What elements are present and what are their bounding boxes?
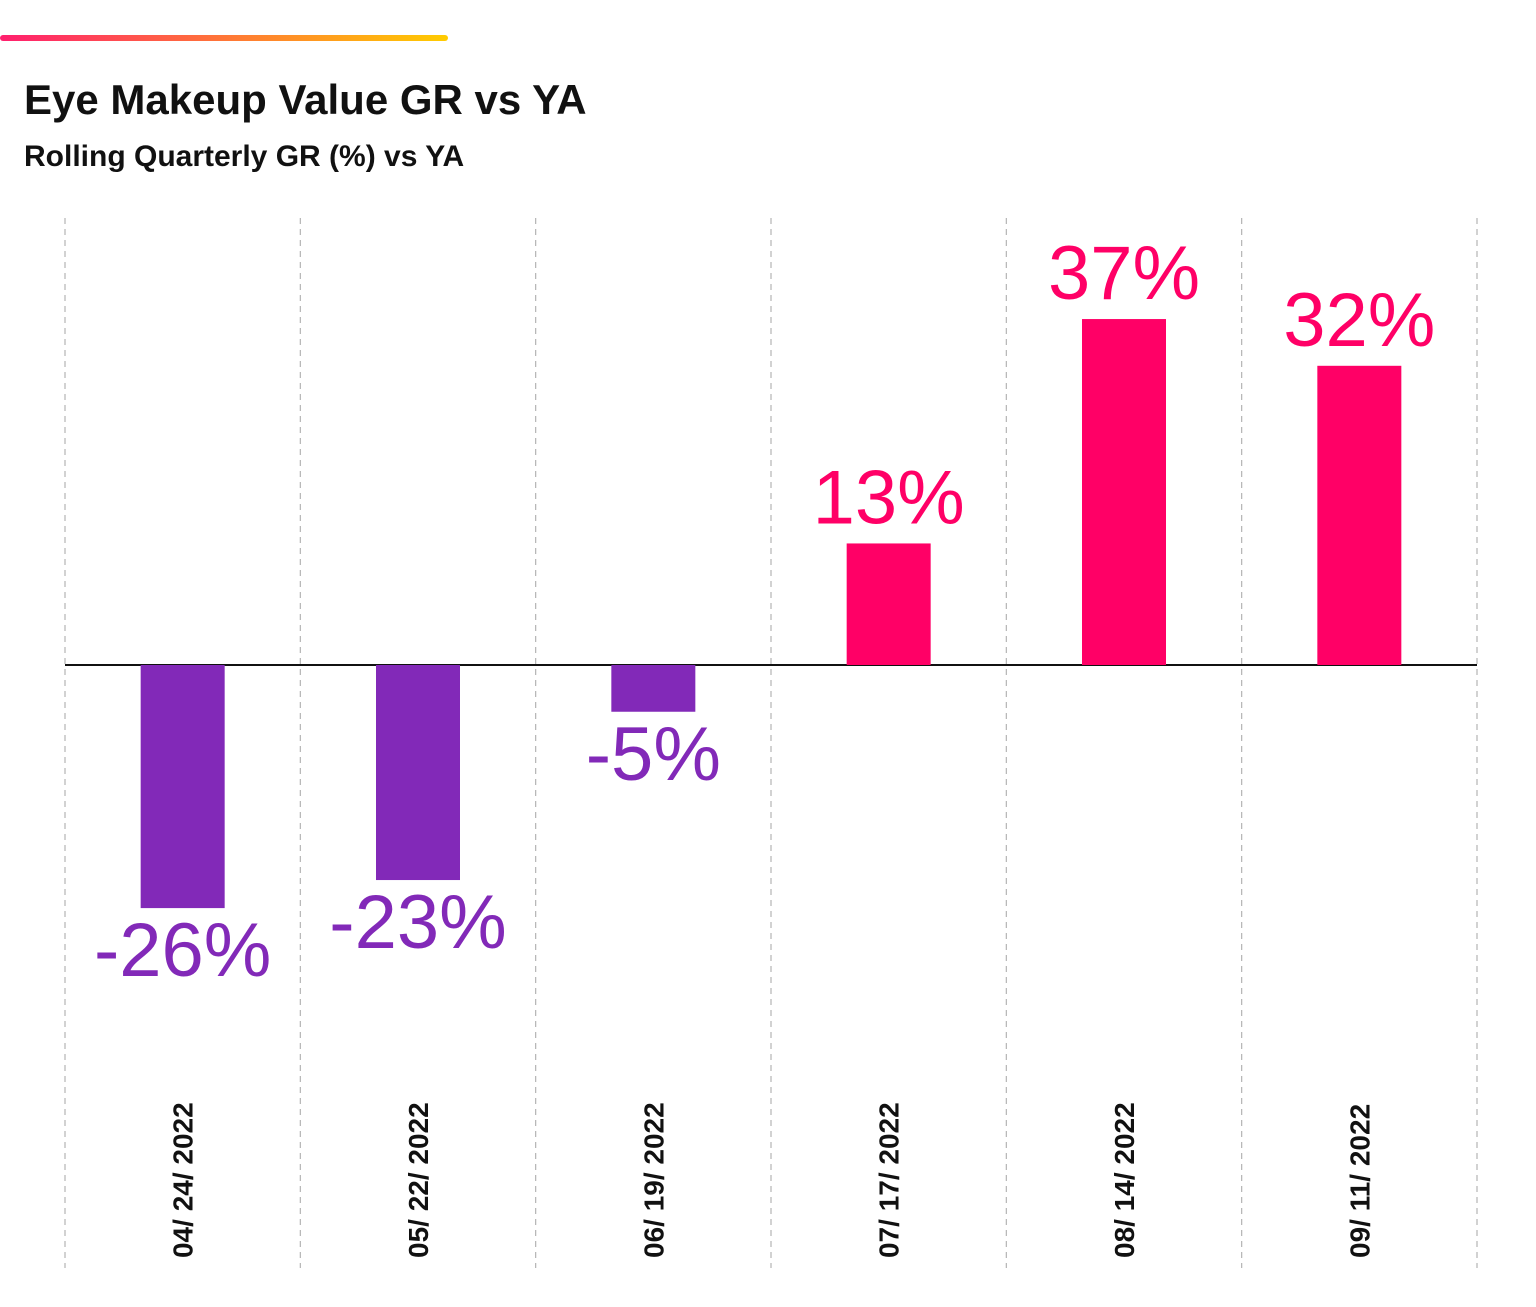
data-label: 32%	[1283, 278, 1435, 363]
data-label: -23%	[329, 880, 506, 965]
bar	[1082, 319, 1166, 665]
bar-layer	[140, 319, 1402, 909]
x-tick-label: 08/ 14/ 2022	[1109, 1102, 1140, 1258]
x-tick-label: 04/ 24/ 2022	[168, 1102, 199, 1258]
x-tick-label: 09/ 11/ 2022	[1344, 1104, 1375, 1258]
data-label-layer: -26% -23% -5% 13% 37% 32%	[94, 231, 1435, 993]
data-label: -5%	[586, 712, 721, 797]
grid-layer	[64, 218, 1478, 1268]
data-label: 13%	[813, 455, 965, 540]
accent-line	[0, 35, 448, 41]
x-tick-label: 07/ 17/ 2022	[874, 1102, 905, 1258]
bar	[376, 665, 460, 881]
x-tick-label: 06/ 19/ 2022	[638, 1102, 669, 1258]
chart-subtitle: Rolling Quarterly GR (%) vs YA	[24, 140, 465, 173]
x-tick-label: 05/ 22/ 2022	[403, 1102, 434, 1258]
data-label: 37%	[1048, 231, 1200, 316]
bar	[140, 665, 225, 909]
data-label: -26%	[94, 908, 271, 993]
chart-title: Eye Makeup Value GR vs YA	[24, 76, 587, 123]
bar	[846, 543, 931, 665]
bar	[1317, 365, 1402, 665]
tick-label-layer: 04/ 24/ 2022 05/ 22/ 2022 06/ 19/ 2022 07/ …	[168, 1102, 1376, 1258]
bar	[611, 665, 696, 712]
